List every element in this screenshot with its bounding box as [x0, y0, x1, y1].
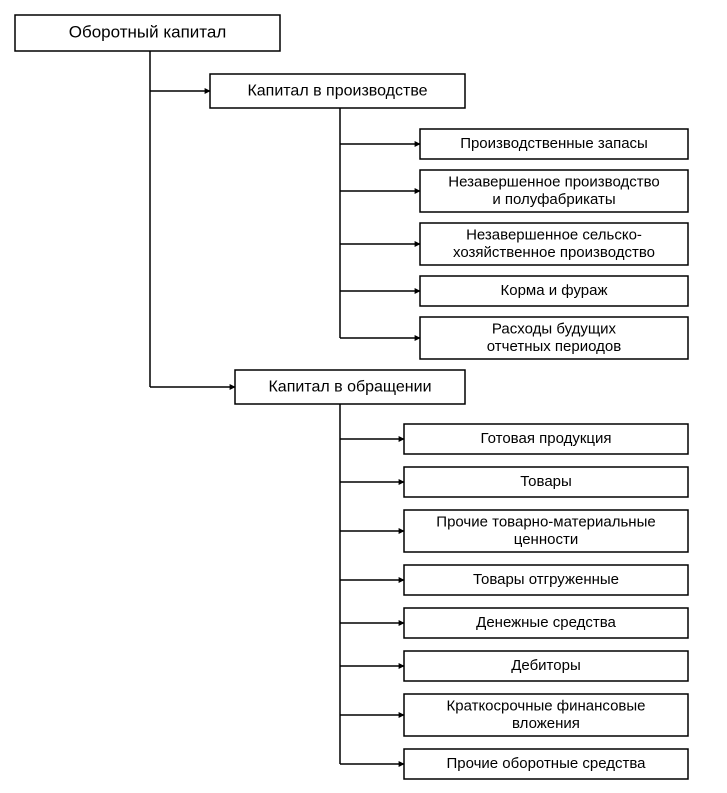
leaf-node-1-6: Краткосрочные финансовыевложения [404, 694, 688, 736]
leaf-node-0-3: Корма и фураж [420, 276, 688, 306]
leaf-node-0-2-label: Незавершенное сельско- [466, 227, 642, 244]
leaf-node-1-2-label: ценности [514, 531, 578, 548]
leaf-node-1-6-label: Краткосрочные финансовые [446, 698, 645, 715]
leaf-node-0-1-label: Незавершенное производство [448, 174, 660, 191]
leaf-node-0-1-label: и полуфабрикаты [492, 191, 615, 208]
leaf-node-0-4-label: Расходы будущих [492, 321, 617, 338]
leaf-node-1-3: Товары отгруженные [404, 565, 688, 595]
leaf-node-1-6-label: вложения [512, 715, 580, 732]
level1-node-0: Капитал в производстве [210, 74, 465, 108]
leaf-node-1-5: Дебиторы [404, 651, 688, 681]
leaf-node-1-5-label: Дебиторы [511, 657, 580, 674]
leaf-node-0-2: Незавершенное сельско-хозяйственное прои… [420, 223, 688, 265]
leaf-node-1-1-label: Товары [520, 473, 572, 490]
leaf-node-1-0-label: Готовая продукция [481, 430, 612, 447]
root-node: Оборотный капитал [15, 15, 280, 51]
leaf-node-0-2-label: хозяйственное производство [453, 244, 655, 261]
leaf-node-0-0-label: Производственные запасы [460, 135, 648, 152]
leaf-node-1-2-label: Прочие товарно-материальные [436, 514, 655, 531]
leaf-node-0-3-label: Корма и фураж [500, 282, 607, 299]
root-node-label: Оборотный капитал [69, 23, 227, 42]
leaf-node-1-7-label: Прочие оборотные средства [446, 755, 646, 772]
leaf-node-1-2: Прочие товарно-материальныеценности [404, 510, 688, 552]
leaf-node-0-4-label: отчетных периодов [487, 338, 621, 355]
leaf-node-1-7: Прочие оборотные средства [404, 749, 688, 779]
leaf-node-1-4: Денежные средства [404, 608, 688, 638]
leaf-node-1-3-label: Товары отгруженные [473, 571, 619, 588]
leaf-node-0-1: Незавершенное производствои полуфабрикат… [420, 170, 688, 212]
leaf-node-0-0: Производственные запасы [420, 129, 688, 159]
leaf-node-1-0: Готовая продукция [404, 424, 688, 454]
diagram-canvas: Оборотный капитал Капитал в производстве П… [0, 0, 727, 793]
leaf-node-1-4-label: Денежные средства [476, 614, 616, 631]
level1-node-1: Капитал в обращении [235, 370, 465, 404]
level1-node-1-label: Капитал в обращении [268, 378, 431, 395]
level1-node-0-label: Капитал в производстве [247, 82, 427, 99]
leaf-node-1-1: Товары [404, 467, 688, 497]
leaf-node-0-4: Расходы будущихотчетных периодов [420, 317, 688, 359]
